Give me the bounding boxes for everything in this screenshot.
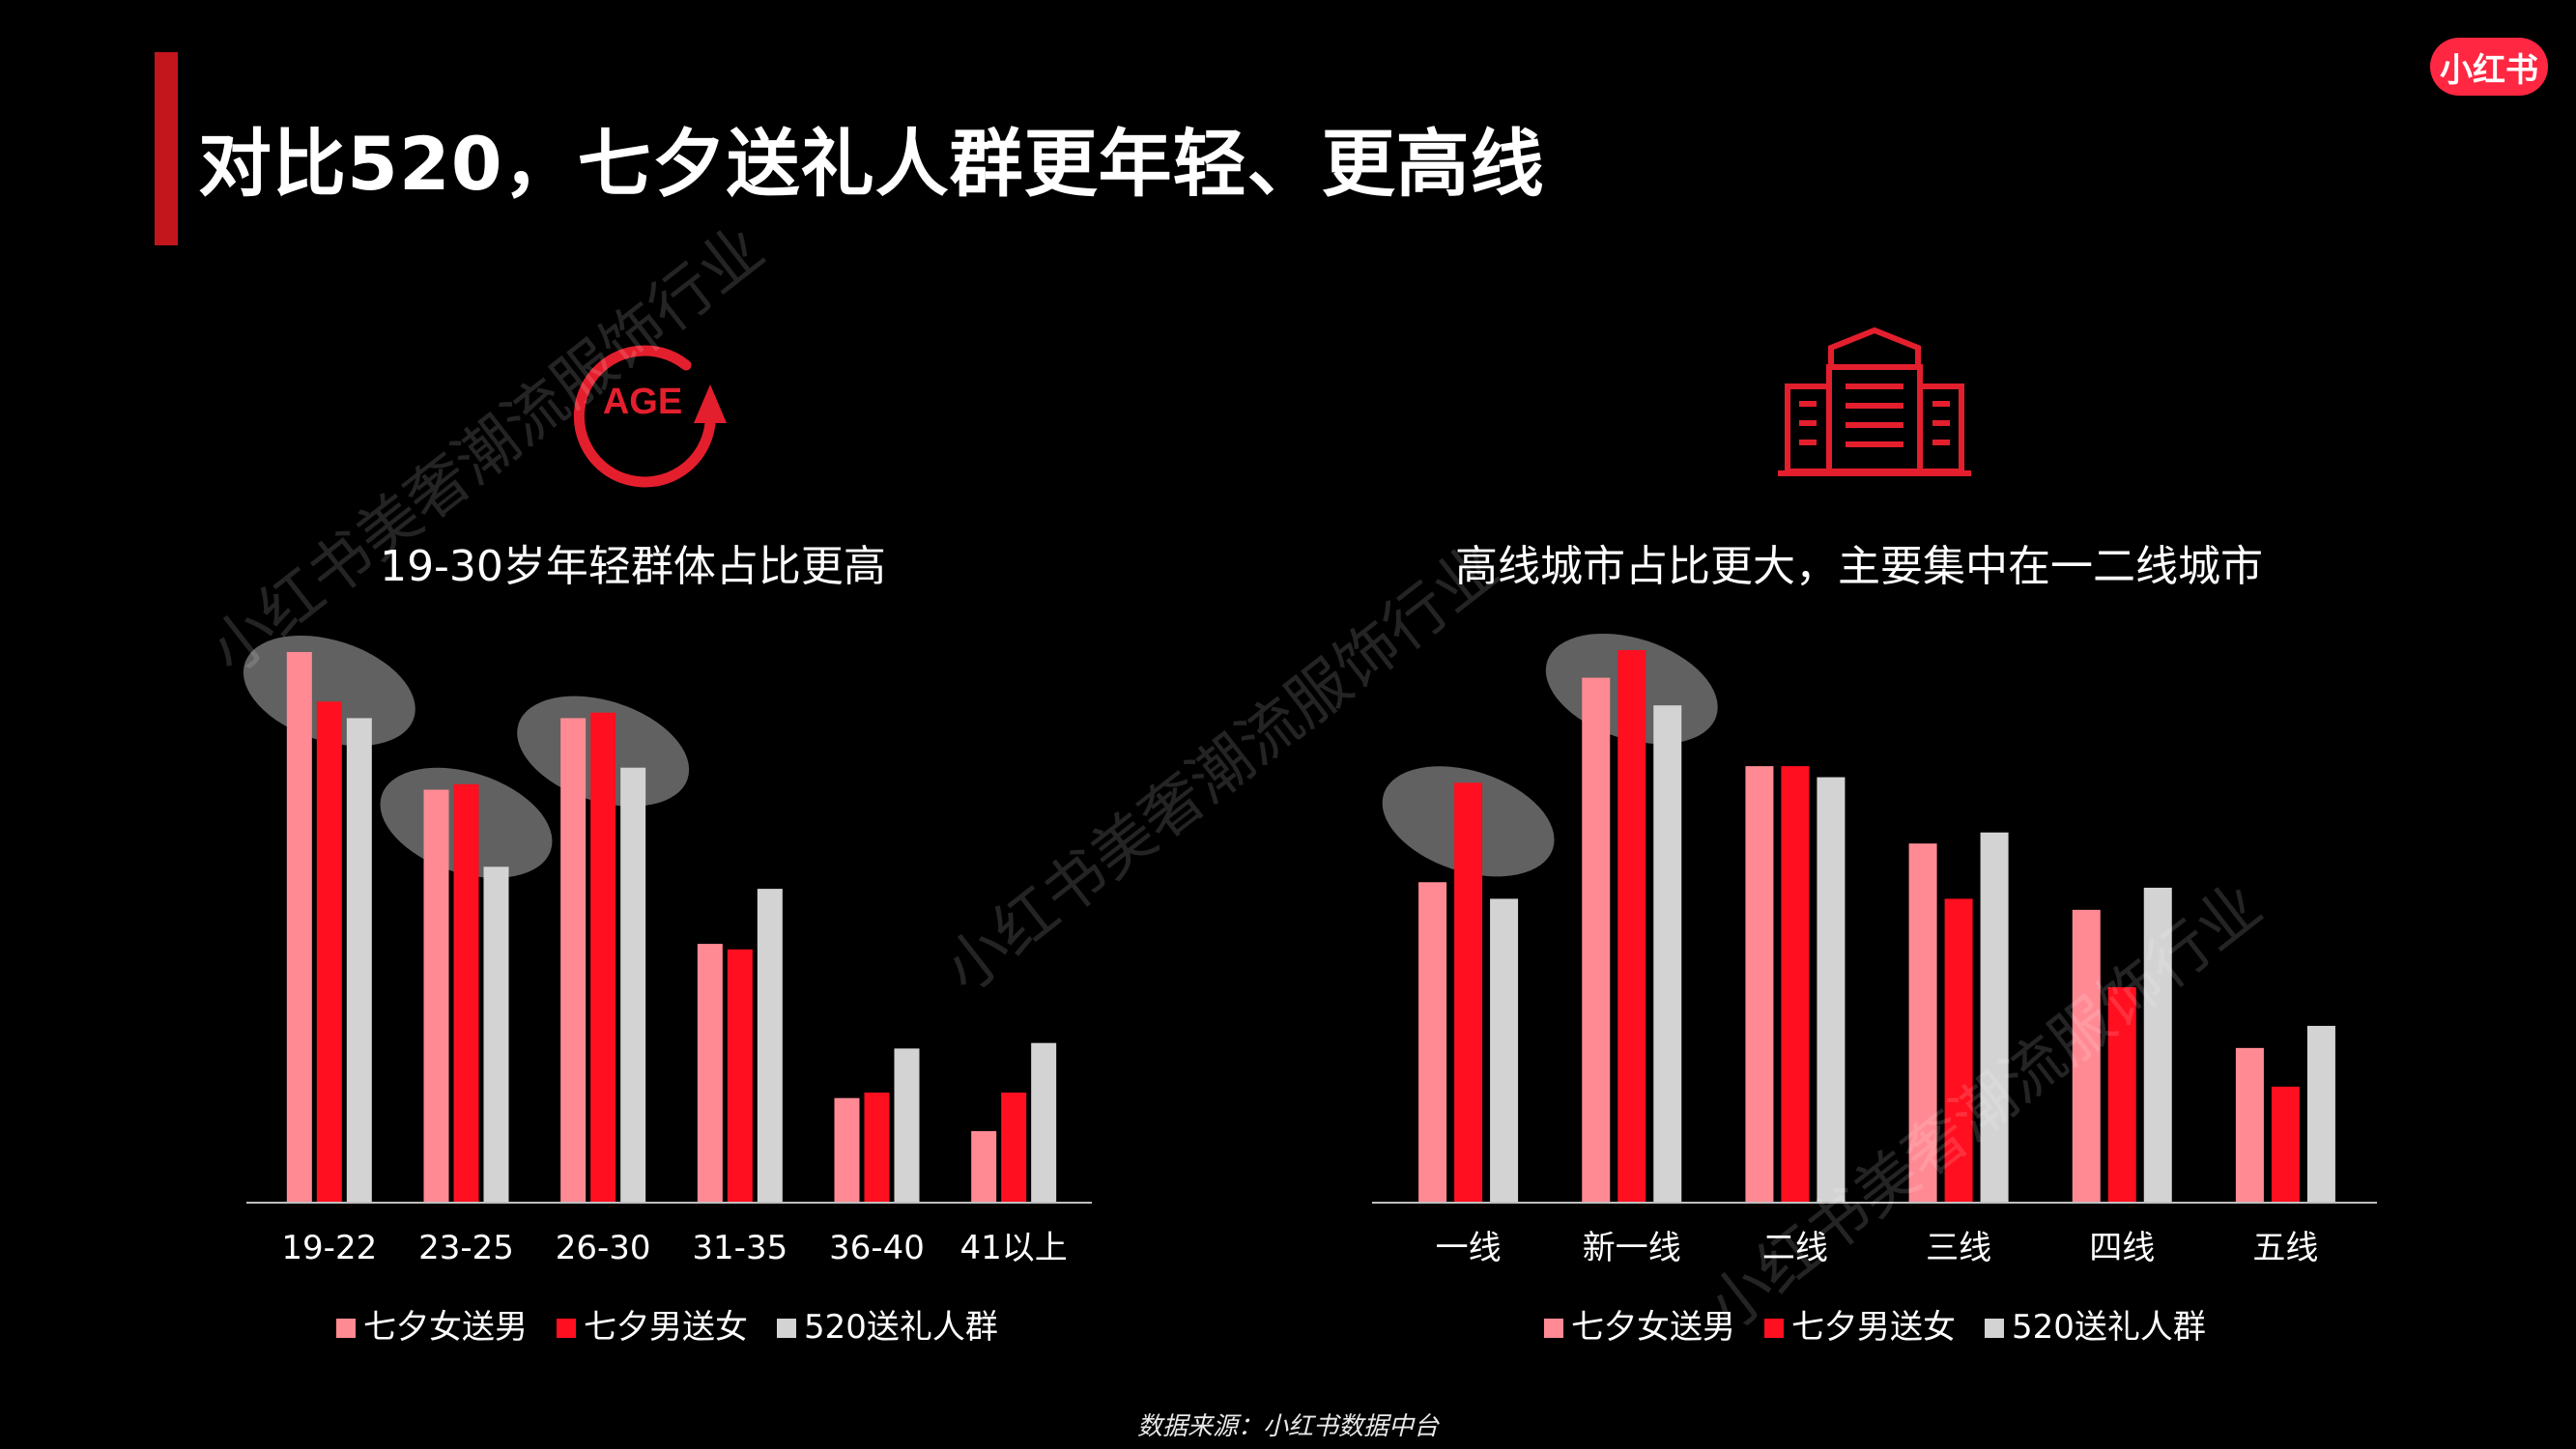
legend-label: 520送礼人群 [804,1308,998,1347]
legend-swatch [1764,1319,1784,1338]
bar [423,789,449,1203]
x-tick-label: 新一线 [1583,1229,1681,1267]
bar [971,1130,997,1203]
bar [727,949,753,1203]
legend-label: 七夕女送男 [363,1308,528,1347]
x-tick-label: 一线 [1436,1229,1502,1267]
bar [2306,1025,2335,1203]
bar [1745,766,1774,1203]
bar [2107,986,2136,1203]
bar [286,652,312,1203]
bar [560,718,587,1203]
bar [697,944,723,1203]
x-tick-label: 19-22 [281,1229,377,1267]
city-building-icon [1778,327,1971,476]
title-accent-bar [155,52,178,245]
data-source-note: 数据来源：小红书数据中台 [1136,1412,1440,1441]
legend-swatch [336,1319,356,1338]
bar [2271,1086,2300,1203]
right-chart-title: 高线城市占比更大，主要集中在一二线城市 [1455,542,2263,591]
bar [1944,898,1973,1203]
x-tick-label: 41以上 [960,1229,1068,1267]
bar [1781,766,1810,1203]
bar [1908,843,1937,1203]
bar [1490,898,1519,1203]
bar [1582,677,1611,1203]
x-tick-label: 五线 [2252,1229,2318,1267]
bar [620,767,646,1203]
bar [1653,705,1682,1203]
legend-swatch [557,1319,576,1338]
legend-swatch [777,1319,796,1338]
x-tick-label: 36-40 [829,1229,925,1267]
bar [834,1097,860,1203]
legend-label: 七夕男送女 [1791,1308,1956,1347]
x-tick-label: 23-25 [418,1229,514,1267]
bar [757,889,783,1203]
bar [346,718,372,1203]
x-tick-label: 四线 [2089,1229,2155,1267]
page-title: 对比520，七夕送礼人群更年轻、更高线 [198,121,1545,207]
x-tick-label: 二线 [1762,1229,1828,1267]
xiaohongshu-logo: 小红书 [2430,38,2548,96]
legend-label: 七夕男送女 [584,1308,748,1347]
bar [1031,1042,1057,1203]
bar [2072,909,2101,1203]
bar [1001,1093,1027,1203]
bar [483,867,509,1203]
highlight-ellipse [243,635,415,747]
left-chart-title: 19-30岁年轻群体占比更高 [380,542,886,591]
bar [894,1048,920,1203]
x-tick-label: 31-35 [692,1229,787,1267]
bar [1617,650,1646,1203]
legend-label: 七夕女送男 [1571,1308,1735,1347]
bar [316,701,342,1203]
bar [1454,782,1483,1203]
bar [1418,882,1447,1203]
legend-swatch [1985,1319,2004,1338]
x-tick-label: 26-30 [556,1229,651,1267]
bar [1817,777,1846,1203]
bar [453,783,479,1203]
legend-label: 520送礼人群 [2012,1308,2206,1347]
watermark-1: 小红书美奢潮流服饰行业 [197,213,777,689]
svg-text:AGE: AGE [603,382,682,422]
x-tick-label: 三线 [1926,1229,1991,1267]
bar [1980,832,2009,1203]
bar [2235,1047,2264,1203]
legend-swatch [1544,1319,1563,1338]
bar [864,1093,890,1203]
age-icon: AGE [573,345,727,488]
bar [590,712,616,1203]
bar [2143,887,2172,1203]
